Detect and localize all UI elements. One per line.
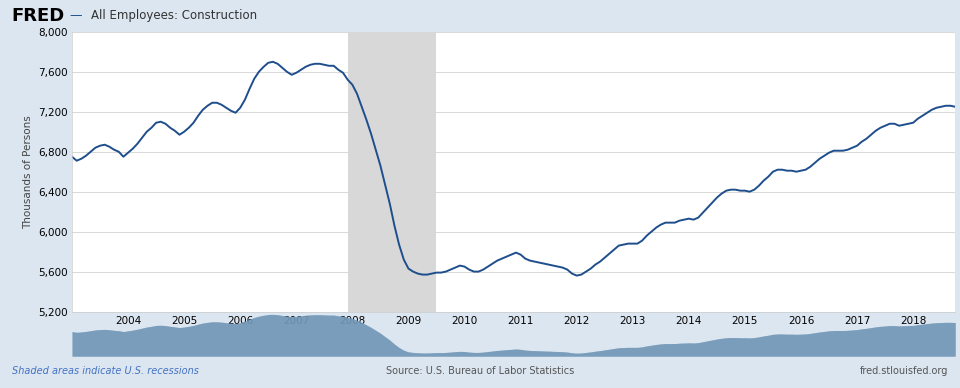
Y-axis label: Thousands of Persons: Thousands of Persons — [23, 115, 33, 229]
Text: Source: U.S. Bureau of Labor Statistics: Source: U.S. Bureau of Labor Statistics — [386, 365, 574, 376]
Bar — [348, 32, 437, 312]
Text: fred.stlouisfed.org: fred.stlouisfed.org — [860, 365, 948, 376]
Text: Shaded areas indicate U.S. recessions: Shaded areas indicate U.S. recessions — [12, 365, 199, 376]
Text: —: — — [69, 9, 82, 23]
Text: All Employees: Construction: All Employees: Construction — [91, 9, 257, 23]
Text: FRED: FRED — [12, 7, 64, 25]
